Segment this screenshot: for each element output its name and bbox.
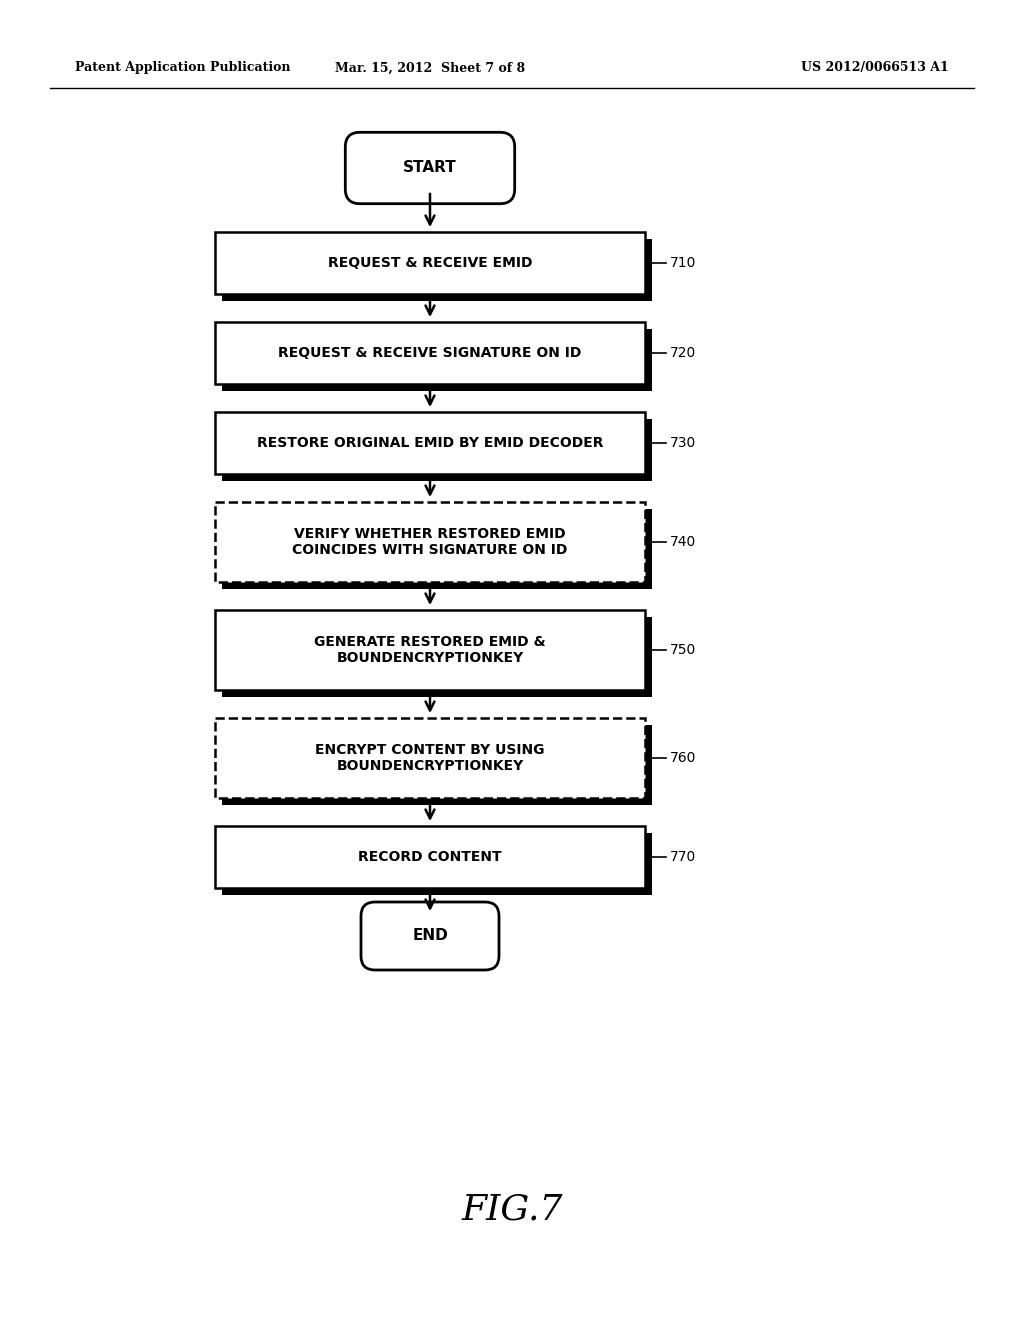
Text: 720: 720 (670, 346, 696, 360)
Text: Mar. 15, 2012  Sheet 7 of 8: Mar. 15, 2012 Sheet 7 of 8 (335, 62, 525, 74)
Polygon shape (222, 329, 652, 391)
Text: FIG.7: FIG.7 (461, 1193, 563, 1228)
FancyBboxPatch shape (345, 132, 515, 203)
Polygon shape (215, 412, 645, 474)
Text: 730: 730 (670, 436, 696, 450)
Text: END: END (412, 928, 447, 944)
Polygon shape (215, 232, 645, 294)
FancyBboxPatch shape (361, 902, 499, 970)
Text: 770: 770 (670, 850, 696, 865)
Polygon shape (215, 826, 645, 888)
Polygon shape (222, 510, 652, 589)
Text: RECORD CONTENT: RECORD CONTENT (358, 850, 502, 865)
Polygon shape (222, 833, 652, 895)
Text: REQUEST & RECEIVE SIGNATURE ON ID: REQUEST & RECEIVE SIGNATURE ON ID (279, 346, 582, 360)
Polygon shape (215, 502, 645, 582)
Text: RESTORE ORIGINAL EMID BY EMID DECODER: RESTORE ORIGINAL EMID BY EMID DECODER (257, 436, 603, 450)
Text: GENERATE RESTORED EMID &
BOUNDENCRYPTIONKEY: GENERATE RESTORED EMID & BOUNDENCRYPTION… (314, 635, 546, 665)
Polygon shape (222, 725, 652, 805)
Text: 740: 740 (670, 535, 696, 549)
Polygon shape (215, 718, 645, 799)
Polygon shape (215, 322, 645, 384)
Text: START: START (403, 161, 457, 176)
Polygon shape (215, 610, 645, 690)
Text: VERIFY WHETHER RESTORED EMID
COINCIDES WITH SIGNATURE ON ID: VERIFY WHETHER RESTORED EMID COINCIDES W… (292, 527, 567, 557)
Polygon shape (222, 239, 652, 301)
Text: REQUEST & RECEIVE EMID: REQUEST & RECEIVE EMID (328, 256, 532, 271)
Text: 760: 760 (670, 751, 696, 766)
Text: ENCRYPT CONTENT BY USING
BOUNDENCRYPTIONKEY: ENCRYPT CONTENT BY USING BOUNDENCRYPTION… (315, 743, 545, 774)
Text: US 2012/0066513 A1: US 2012/0066513 A1 (801, 62, 949, 74)
Polygon shape (222, 616, 652, 697)
Text: 750: 750 (670, 643, 696, 657)
Text: Patent Application Publication: Patent Application Publication (75, 62, 291, 74)
Text: 710: 710 (670, 256, 696, 271)
Polygon shape (222, 418, 652, 480)
